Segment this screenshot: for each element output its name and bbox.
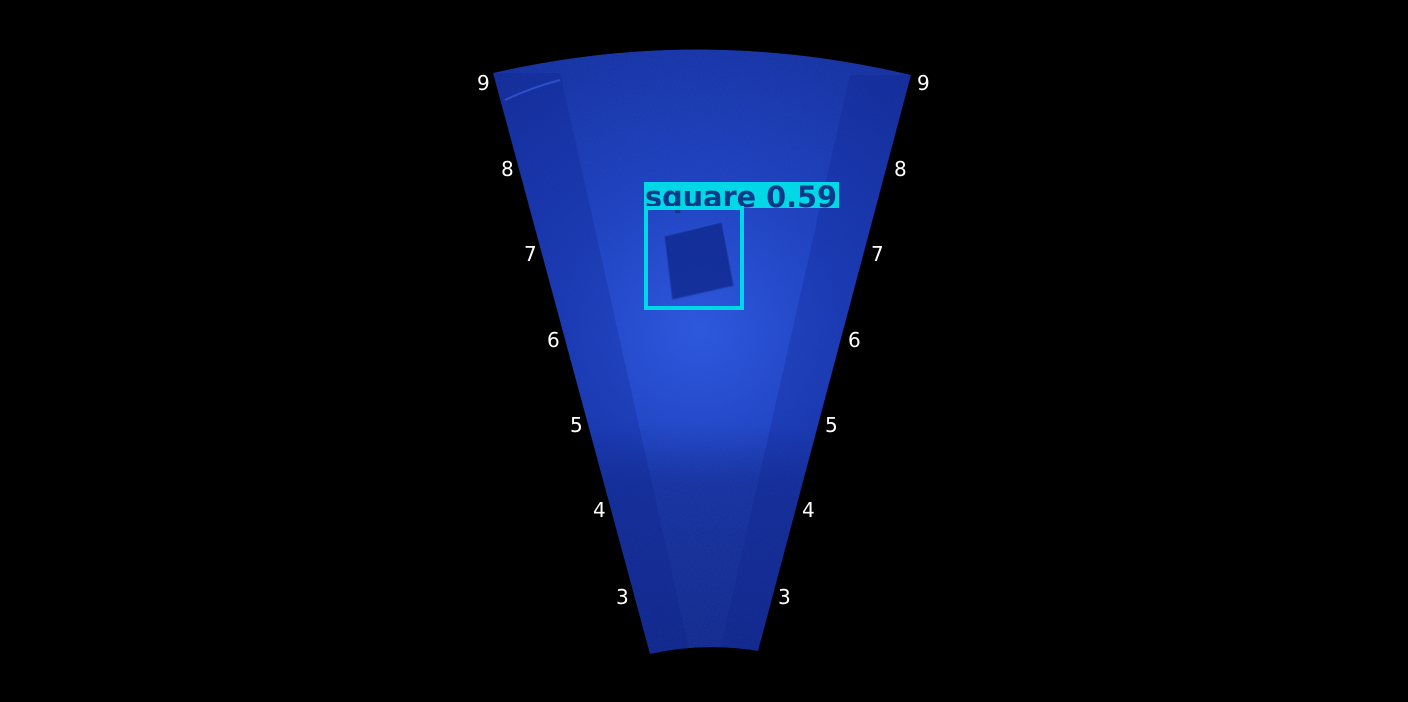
- detection-bounding-box: [644, 206, 744, 310]
- detection-label-background: [644, 182, 839, 208]
- range-label-right-5: 5: [825, 413, 838, 437]
- range-label-left-8: 8: [501, 157, 514, 181]
- range-label-right-8: 8: [894, 157, 907, 181]
- range-label-left-3: 3: [616, 585, 629, 609]
- range-label-right-6: 6: [848, 328, 861, 352]
- range-label-right-7: 7: [871, 242, 884, 266]
- range-label-right-4: 4: [802, 498, 815, 522]
- range-label-left-4: 4: [593, 498, 606, 522]
- target-object: [662, 220, 736, 302]
- detection-overlay: square 0.59: [644, 180, 839, 310]
- range-label-right-9: 9: [917, 71, 930, 95]
- range-label-left-9: 9: [477, 71, 490, 95]
- range-labels-right: 3 4 5 6 7 8 9: [778, 71, 930, 609]
- range-label-left-7: 7: [524, 242, 537, 266]
- range-label-right-3: 3: [778, 585, 791, 609]
- range-labels-left: 3 4 5 6 7 8 9: [477, 71, 629, 609]
- range-label-left-5: 5: [570, 413, 583, 437]
- range-label-left-6: 6: [547, 328, 560, 352]
